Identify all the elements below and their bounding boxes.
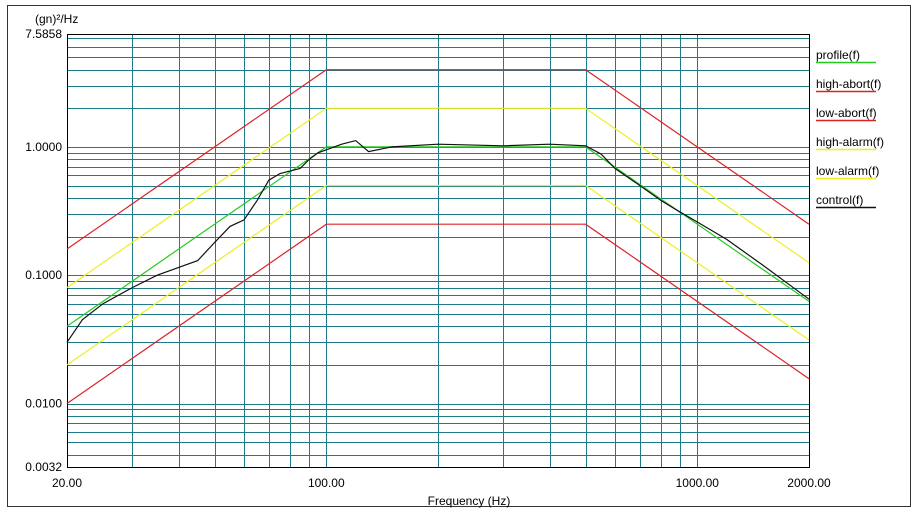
series-line-0 (66, 146, 810, 327)
y-tick-labels: 7.5858 1.0000 0.1000 0.0100 0.0032 (25, 27, 62, 474)
series-layer (66, 69, 810, 404)
y-tick-label: 0.1000 (25, 268, 62, 282)
series-line-5 (66, 139, 810, 343)
legend-label: high-abort(f) (816, 77, 881, 91)
x-tick-label: 1000.00 (676, 476, 720, 490)
y-tick-label: 0.0032 (25, 460, 62, 474)
series-line-4 (66, 184, 810, 366)
series-line-1 (66, 69, 810, 250)
series-line-3 (66, 107, 810, 289)
legend-label: profile(f) (816, 48, 860, 62)
series-line-2 (66, 223, 810, 404)
legend-label: low-alarm(f) (816, 164, 879, 178)
x-axis-label: Frequency (Hz) (428, 494, 511, 508)
x-tick-labels: 20.00 100.00 1000.00 2000.00 (52, 476, 831, 490)
x-tick-label: 100.00 (308, 476, 345, 490)
legend-label: high-alarm(f) (816, 135, 884, 149)
legend: profile(f) high-abort(f) low-abort(f) high-… (816, 48, 884, 209)
y-axis-label: (gn)²/Hz (35, 12, 78, 26)
y-tick-label: 1.0000 (25, 140, 62, 154)
y-tick-label: 7.5858 (25, 27, 62, 41)
chart-border (7, 5, 911, 507)
legend-label: low-abort(f) (816, 106, 877, 120)
grid (67, 34, 809, 467)
y-tick-label: 0.0100 (25, 397, 62, 411)
plot-area-border (67, 34, 810, 468)
x-tick-label: 20.00 (52, 476, 82, 490)
x-tick-label: 2000.00 (787, 476, 831, 490)
legend-label: control(f) (816, 193, 863, 207)
